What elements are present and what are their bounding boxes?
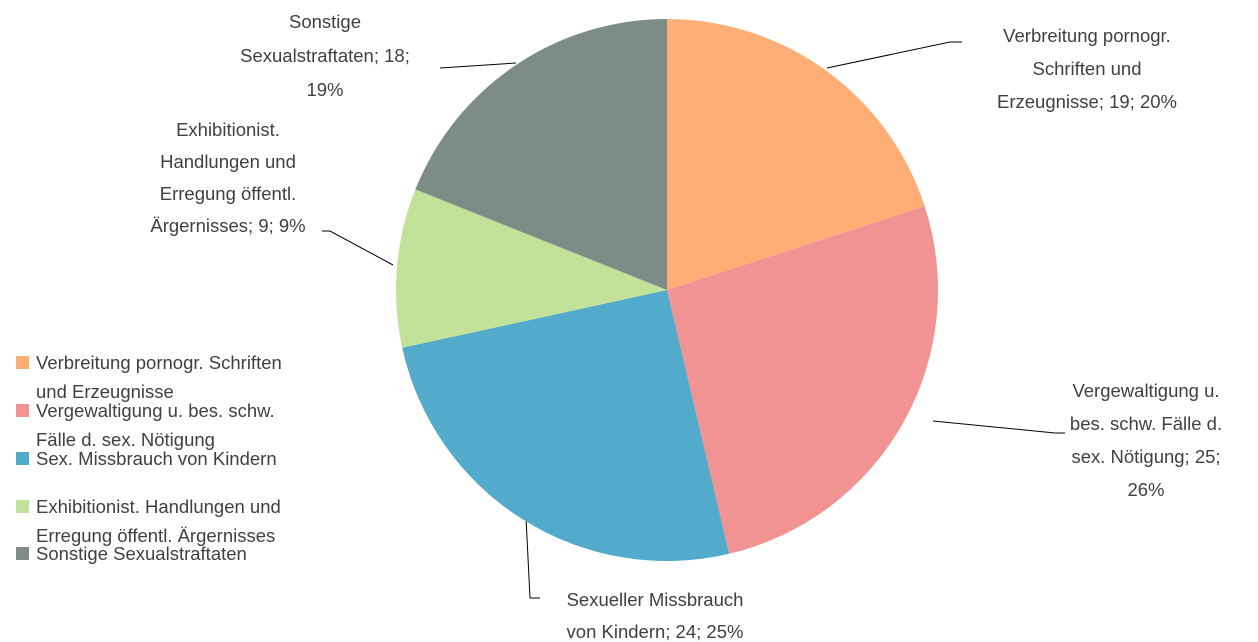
data-label: Sexueller Missbrauch von Kindern; 24; 25% <box>567 589 744 642</box>
legend-label: Vergewaltigung u. bes. schw. Fälle d. sex… <box>36 400 275 450</box>
leader-line <box>826 41 962 69</box>
pie-slice <box>396 189 667 348</box>
pie-slice <box>415 19 667 290</box>
leader-line <box>439 62 517 69</box>
data-label: Verbreitung pornogr. Schriften und Erzeugn… <box>997 25 1177 112</box>
legend-swatch <box>16 452 29 465</box>
leader-line <box>932 420 1065 434</box>
legend-label: Sex. Missbrauch von Kindern <box>36 448 277 469</box>
pie-slice <box>667 206 938 554</box>
legend-label: Exhibitionist. Handlungen und Erregung öf… <box>36 496 281 546</box>
legend-swatch <box>16 356 29 369</box>
legend-swatch <box>16 500 29 513</box>
data-label: Exhibitionist. Handlungen und Erregung öff… <box>150 119 305 236</box>
leader-line <box>322 230 394 266</box>
legend-label: Sonstige Sexualstraftaten <box>36 543 247 564</box>
legend-label: Verbreitung pornogr. Schriften und Erzeug… <box>36 352 282 402</box>
legend-swatch <box>16 547 29 560</box>
data-label: Vergewaltigung u. bes. schw. Fälle d. sex.… <box>1070 380 1222 500</box>
pie-slice <box>402 290 730 561</box>
data-label: Sonstige Sexualstraftaten; 18; 19% <box>240 11 410 100</box>
pie-slice <box>667 19 925 290</box>
legend-swatch <box>16 404 29 417</box>
